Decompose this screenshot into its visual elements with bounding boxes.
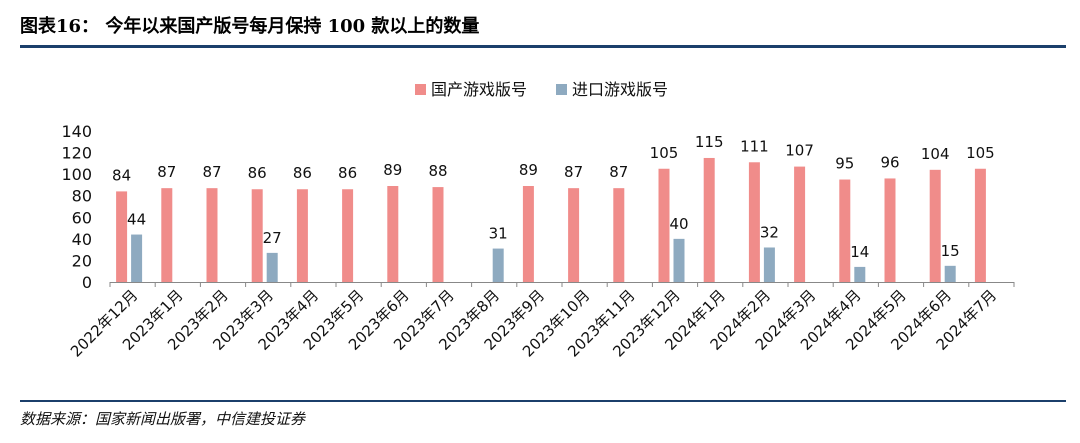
data-label-domestic: 89 — [383, 161, 402, 179]
data-label-import: 15 — [941, 242, 960, 260]
data-label-domestic: 86 — [338, 164, 357, 182]
y-tick-label: 80 — [72, 187, 92, 206]
data-label-domestic: 86 — [248, 164, 267, 182]
y-tick-label: 20 — [72, 251, 92, 270]
bar-domestic — [839, 179, 851, 282]
y-axis: 0 20 40 60 80 100 120 140 — [61, 122, 92, 292]
data-label-import: 40 — [669, 215, 688, 233]
bar-domestic — [387, 186, 399, 282]
legend-label: 国产游戏版号 — [431, 80, 527, 99]
data-label-domestic: 105 — [966, 144, 995, 162]
legend-swatch — [415, 84, 426, 95]
bar-import — [763, 247, 775, 282]
x-axis: 2022年12月2023年1月2023年2月2023年3月2023年4月2023… — [67, 282, 1015, 361]
legend-label: 进口游戏版号 — [572, 80, 668, 99]
data-label-domestic: 105 — [650, 144, 679, 162]
source-divider — [20, 400, 1066, 402]
bar-import — [266, 252, 278, 282]
data-label-domestic: 107 — [785, 142, 814, 160]
legend-swatch — [556, 84, 567, 95]
y-tick-label: 120 — [61, 144, 92, 163]
y-tick-label: 0 — [82, 273, 92, 292]
data-label-import: 32 — [760, 223, 779, 241]
bar-domestic — [974, 168, 986, 282]
bar-domestic — [206, 188, 218, 282]
data-label-domestic: 87 — [609, 163, 628, 181]
bar-domestic — [794, 166, 806, 282]
bar-domestic — [161, 188, 173, 282]
y-tick-label: 60 — [72, 208, 92, 227]
bar-import — [854, 266, 866, 282]
data-label-import: 31 — [489, 225, 508, 243]
bar-domestic — [296, 189, 308, 282]
bar-import — [131, 234, 143, 282]
y-tick-label: 40 — [72, 230, 92, 249]
source-note: 数据来源：国家新闻出版署，中信建投证券 — [20, 410, 306, 428]
data-label-domestic: 87 — [202, 163, 221, 181]
bar-domestic — [522, 186, 534, 282]
bar-domestic — [342, 189, 354, 282]
bar-import — [944, 265, 956, 282]
data-label-domestic: 87 — [157, 163, 176, 181]
data-label-domestic: 95 — [835, 155, 854, 173]
data-label-import: 14 — [850, 243, 869, 261]
data-label-domestic: 115 — [695, 133, 724, 151]
data-label-domestic: 104 — [921, 145, 950, 163]
data-label-domestic: 96 — [880, 153, 899, 171]
data-label-domestic: 84 — [112, 166, 131, 184]
bar-domestic — [748, 162, 760, 282]
bar-domestic — [658, 168, 670, 282]
bar-domestic — [929, 169, 941, 282]
bar-chart: 国产游戏版号 进口游戏版号 0 20 40 60 80 100 120 140 84 44 87 87… — [61, 80, 1015, 361]
data-label-import: 27 — [263, 229, 282, 247]
data-label-import: 44 — [127, 211, 146, 229]
legend: 国产游戏版号 进口游戏版号 — [415, 80, 668, 99]
data-label-domestic: 88 — [428, 162, 447, 180]
bar-domestic — [703, 157, 715, 282]
bar-import — [492, 248, 504, 282]
bar-domestic — [613, 188, 625, 282]
bar-domestic — [116, 191, 128, 282]
bar-domestic — [251, 189, 263, 282]
bar-domestic — [568, 188, 580, 282]
figure-title: 图表16： 今年以来国产版号每月保持 100 款以上的数量 — [20, 16, 480, 37]
title-divider — [20, 45, 1066, 48]
y-tick-label: 100 — [61, 165, 92, 184]
bar-import — [673, 238, 685, 282]
data-label-domestic: 89 — [519, 161, 538, 179]
data-label-domestic: 87 — [564, 163, 583, 181]
y-tick-label: 140 — [61, 122, 92, 141]
bar-domestic — [432, 187, 444, 282]
data-label-domestic: 111 — [740, 137, 769, 155]
bars: 84 44 87 87 86 27 86 86 89 88 31 89 87 87 105 40 115 111 3… — [112, 133, 995, 282]
data-label-domestic: 86 — [293, 164, 312, 182]
bar-domestic — [884, 178, 896, 282]
